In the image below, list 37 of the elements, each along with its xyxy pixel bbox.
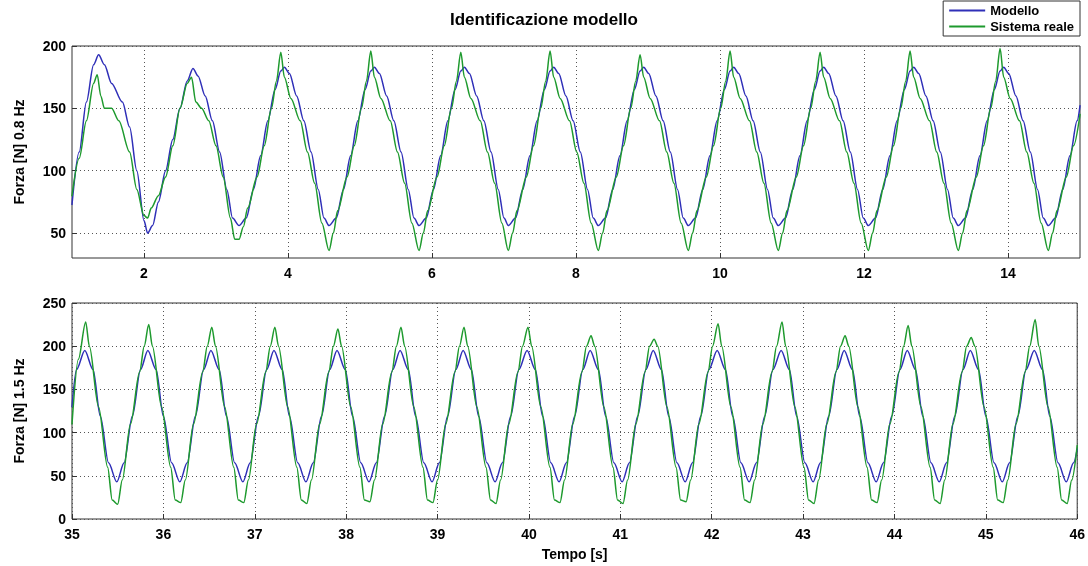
- x-tick-label: 36: [155, 526, 172, 542]
- y-tick-label: 50: [50, 225, 67, 242]
- line-series: [71, 318, 1078, 506]
- y-axis-title: Forza [N] 1.5 Hz: [11, 358, 27, 464]
- y-tick-label: 250: [42, 295, 67, 311]
- legend-label: Modello: [990, 3, 1040, 18]
- x-tick-label: 10: [712, 265, 728, 281]
- x-axis-title: Tempo [s]: [541, 546, 608, 562]
- x-tick-label: 45: [978, 526, 994, 542]
- x-tick-label: 46: [1069, 526, 1086, 542]
- y-tick-label: 200: [42, 38, 67, 54]
- x-tick-label: 38: [338, 526, 355, 542]
- chart-title: Identificazione modello: [450, 10, 638, 29]
- x-tick-label: 39: [429, 526, 446, 542]
- x-tick-label: 40: [521, 526, 537, 542]
- x-tick-label: 12: [856, 265, 872, 281]
- y-tick-label: 50: [50, 467, 67, 484]
- y-tick-label: 150: [42, 100, 67, 117]
- y-tick-label: 100: [42, 424, 67, 441]
- x-tick-label: 6: [428, 265, 437, 281]
- y-tick-label: 200: [42, 338, 67, 355]
- y-axis-title: Forza [N] 0.8 Hz: [11, 99, 27, 205]
- x-tick-label: 14: [1000, 265, 1016, 281]
- x-tick-label: 2: [140, 265, 149, 281]
- legend-label: Sistema reale: [990, 19, 1075, 34]
- x-tick-label: 44: [886, 526, 903, 542]
- y-tick-label: 0: [58, 511, 67, 527]
- x-tick-label: 37: [246, 526, 263, 542]
- x-tick-label: 4: [284, 265, 293, 281]
- y-tick-label: 150: [42, 381, 67, 398]
- x-tick-label: 43: [795, 526, 812, 542]
- y-tick-label: 100: [42, 162, 67, 179]
- x-tick-label: 42: [703, 526, 720, 542]
- x-tick-label: 35: [64, 526, 80, 542]
- x-tick-label: 8: [572, 265, 581, 281]
- x-tick-label: 41: [612, 526, 629, 542]
- line-series: [71, 349, 1078, 483]
